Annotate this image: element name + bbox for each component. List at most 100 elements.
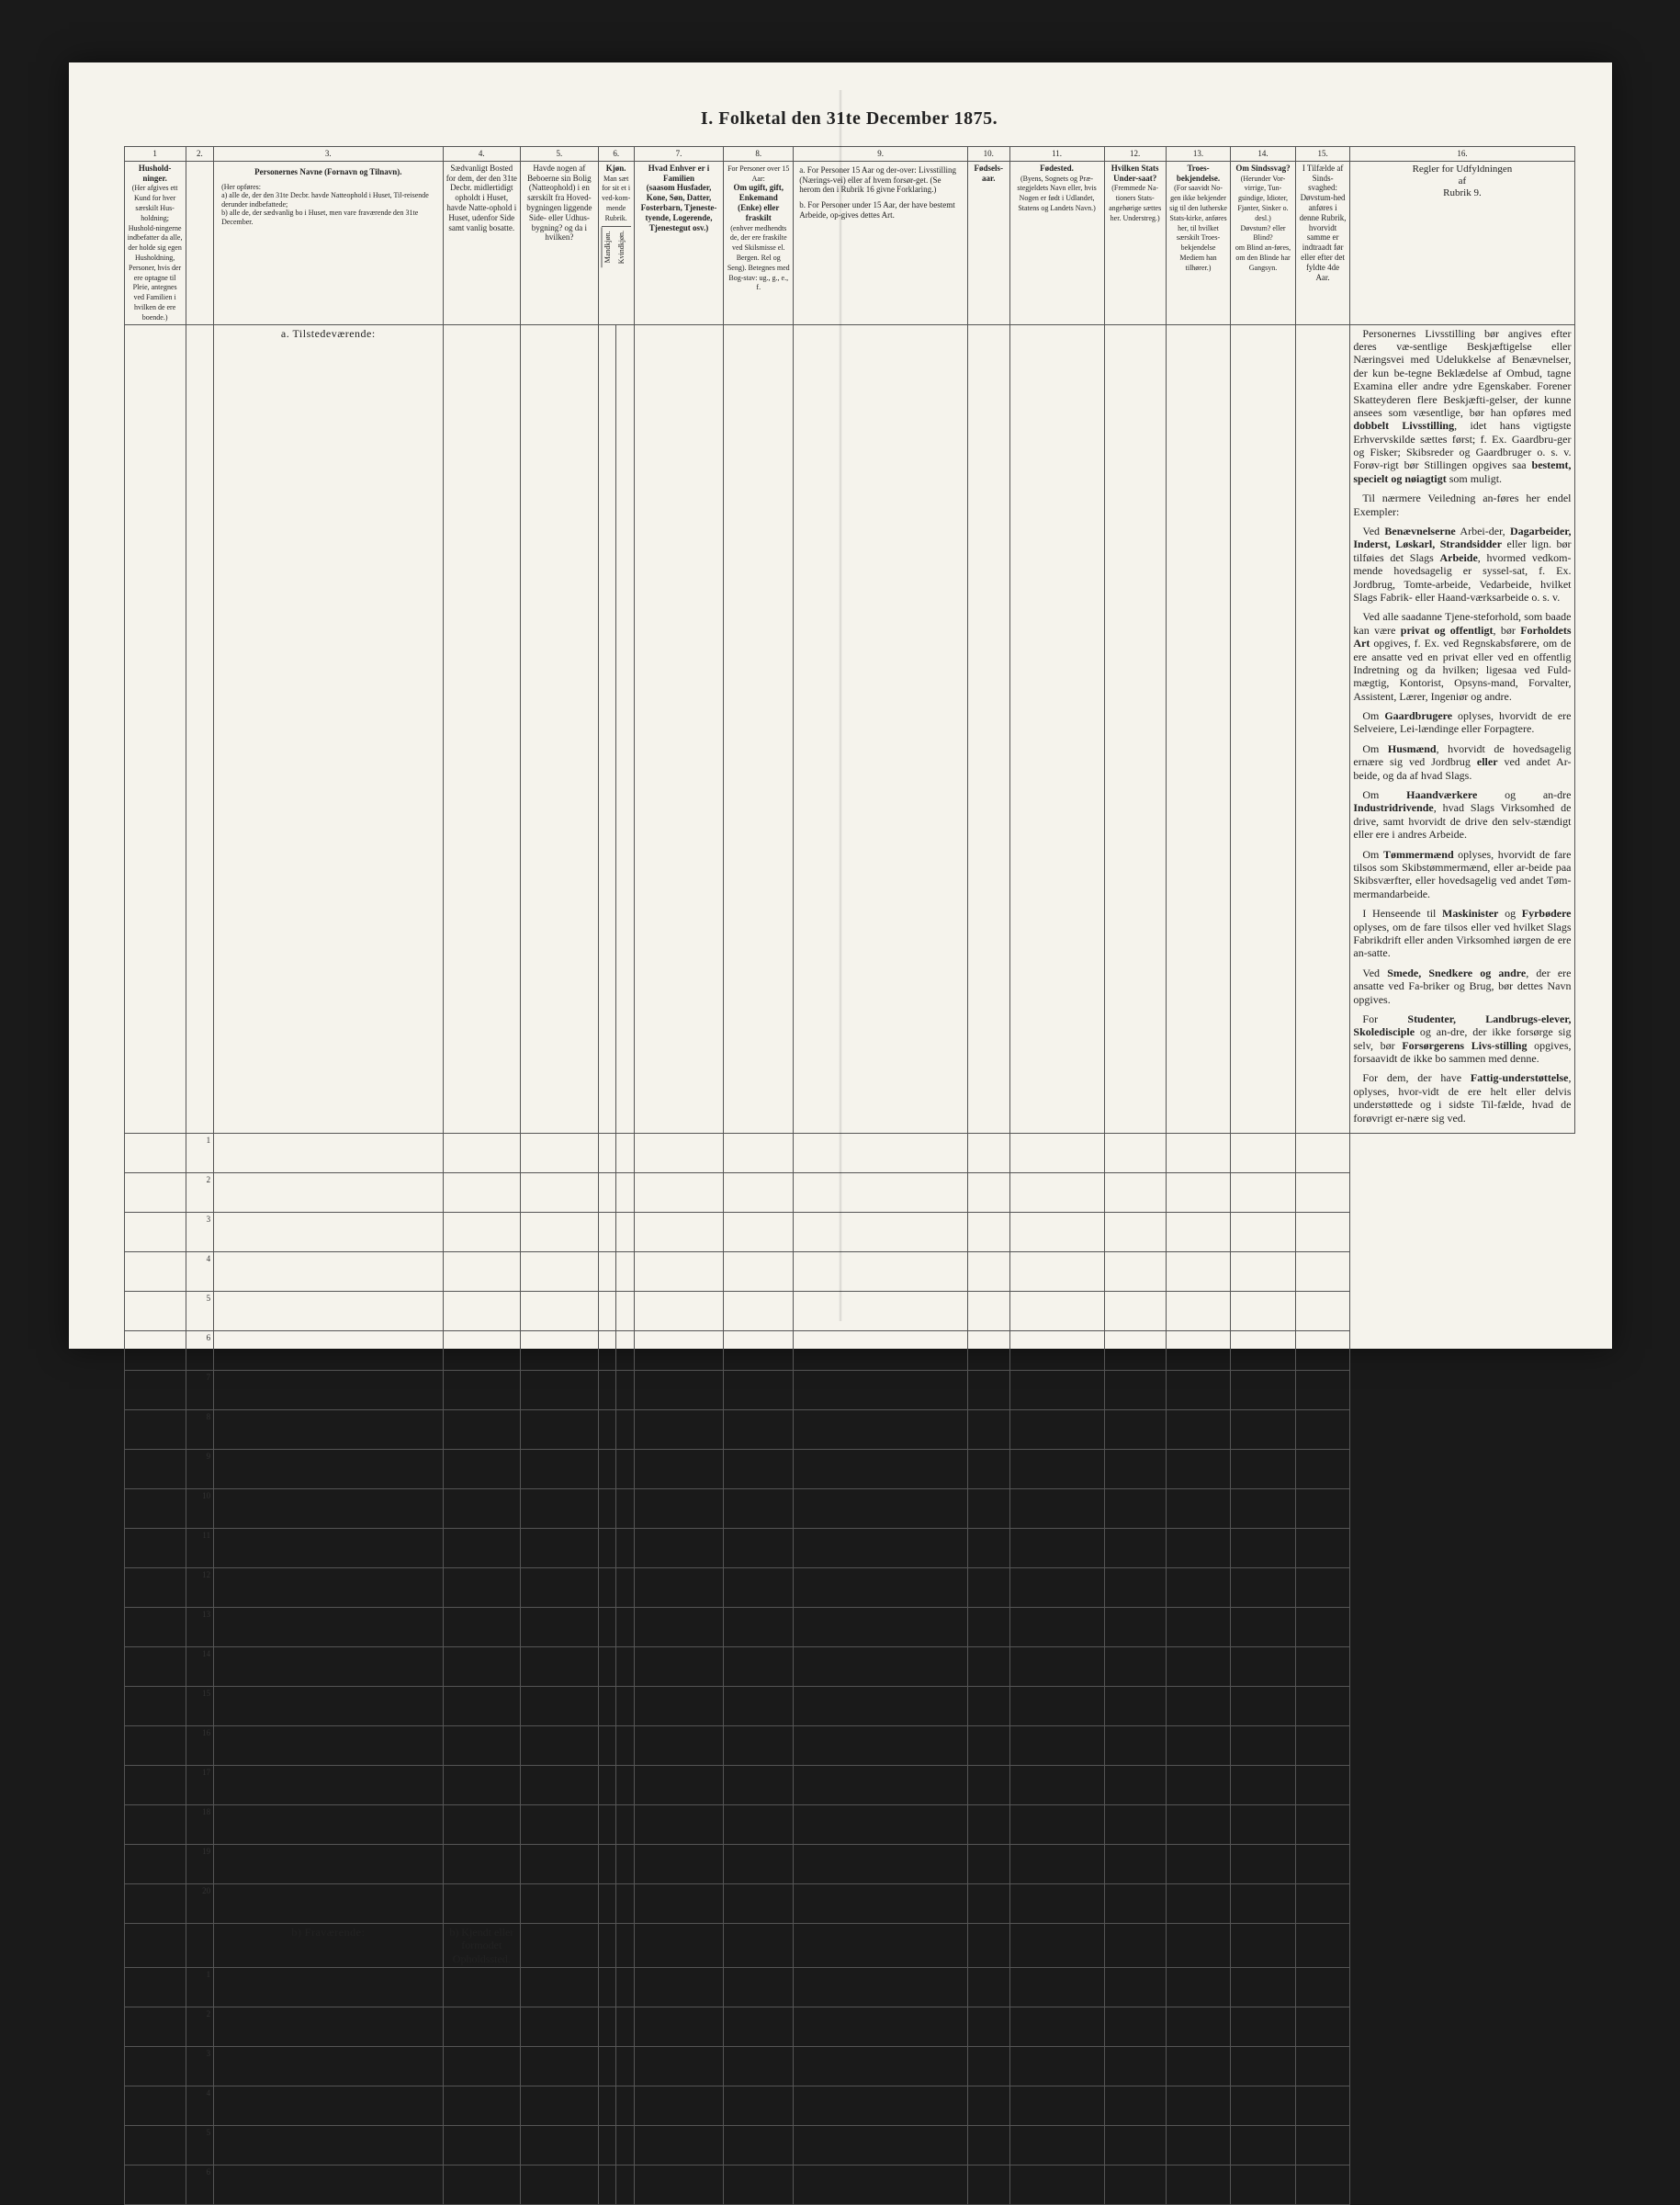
colnum-11: 11. [1009,147,1104,162]
table-row: 10 [124,1489,1574,1529]
hdr-names: Personernes Navne (Fornavn og Tilnavn). … [214,161,443,324]
row-number: 5 [186,2126,213,2165]
section-a-row: a. Tilstedeværende: Personernes Livsstil… [124,324,1574,1133]
rules-paragraph: Om Husmænd, hvorvidt de hovedsagelig ern… [1353,742,1571,782]
hdr-c1-title: Hushold- ninger. [139,164,172,183]
table-row: 6 [124,2165,1574,2205]
section-b-col4: b) Kjendt eller formodet Opholdssted. [443,1924,521,1968]
colnum-14: 14. [1231,147,1295,162]
hdr-c8-top: For Personer over 15 Aar: [727,164,789,183]
table-row: 17 [124,1766,1574,1805]
census-form-table: 1 2. 3. 4. 5. 6. 7. 8. 9. 10. 11. 12. 13… [124,146,1575,2205]
row-number: 8 [186,1410,213,1450]
rules-paragraph: For Studenter, Landbrugs-elever, Skoledi… [1353,1012,1571,1066]
hdr-c11-sub: (Byens, Sognets og Præ-stegjeldets Navn … [1017,175,1096,212]
colnum-15: 15. [1295,147,1350,162]
row-number: 5 [186,1292,213,1331]
table-row: 20 [124,1884,1574,1924]
section-b-row: b) Fraværende: b) Kjendt eller formodet … [124,1924,1574,1968]
row-number: 18 [186,1805,213,1845]
hdr-c16-title: Regler for Udfyldningen af Rubrik 9. [1353,164,1571,200]
colnum-4: 4. [443,147,521,162]
table-row: 12 [124,1568,1574,1608]
row-number: 20 [186,1884,213,1924]
colnum-3: 3. [214,147,443,162]
table-row: 2 [124,2007,1574,2047]
rules-column: Personernes Livsstilling bør angives eft… [1350,324,1574,1133]
hdr-c3-sub: (Her opføres: a) alle de, der den 31te D… [221,183,434,227]
hdr-c9b: b. For Personer under 15 Aar, der have b… [799,200,962,220]
hdr-rownum [186,161,213,324]
row-number: 2 [186,1173,213,1213]
table-row: 2 [124,1173,1574,1213]
column-number-row: 1 2. 3. 4. 5. 6. 7. 8. 9. 10. 11. 12. 13… [124,147,1574,162]
hdr-c6-sub: Man sæt for sit et i ved-kom-mende Rubri… [602,175,630,222]
colnum-10: 10. [967,147,1009,162]
colnum-16: 16. [1350,147,1574,162]
row-number: 1 [186,1134,213,1173]
hdr-c8-sub: (enhver medhendts de, der ere fraskilte … [727,224,790,292]
colnum-12: 12. [1104,147,1166,162]
section-a-c2 [186,324,213,1133]
rules-paragraph: Ved Smede, Snedkere og andre, der ere an… [1353,967,1571,1006]
hdr-c11-title: Fødested. [1040,164,1074,173]
table-row: 8 [124,1410,1574,1450]
row-number: 13 [186,1608,213,1647]
hdr-c7-txt: Hvad Enhver er i Familien (saasom Husfad… [641,164,717,232]
hdr-c3-title: Personernes Navne (Fornavn og Tilnavn). [254,167,401,176]
table-row: 4 [124,2086,1574,2126]
row-number: 19 [186,1845,213,1884]
table-row: 9 [124,1450,1574,1489]
table-row: 18 [124,1805,1574,1845]
colnum-7: 7. [634,147,724,162]
rows-absent: 123456 [124,1968,1574,2205]
table-row: 1 [124,1968,1574,2007]
table-row: 1 [124,1134,1574,1173]
row-number: 6 [186,2165,213,2205]
row-number: 14 [186,1647,213,1687]
row-number: 2 [186,2007,213,2047]
hdr-c4: Sædvanligt Bosted for dem, der den 31te … [443,161,521,324]
hdr-c13: Troes-bekjendelse. (For saavidt No-gen i… [1166,161,1230,324]
section-b-label: b) Fraværende: [214,1924,443,1968]
hdr-c6: Kjøn. Man sæt for sit et i ved-kom-mende… [598,161,634,324]
row-number: 3 [186,1213,213,1252]
table-row: 11 [124,1529,1574,1568]
row-number: 4 [186,2086,213,2126]
row-number: 11 [186,1529,213,1568]
table-row: 5 [124,1292,1574,1331]
hdr-c6a: Mandkjøn. [602,227,617,267]
rules-paragraph: Personernes Livsstilling bør angives eft… [1353,327,1571,486]
hdr-c14-title: Om Sindssvag? [1235,164,1290,173]
hdr-c11: Fødested. (Byens, Sognets og Præ-stegjel… [1009,161,1104,324]
colnum-2: 2. [186,147,213,162]
row-number: 4 [186,1252,213,1292]
table-row: 19 [124,1845,1574,1884]
hdr-c9a: a. For Personer 15 Aar og der-over: Livs… [799,165,962,195]
table-row: 4 [124,1252,1574,1292]
row-number: 6 [186,1331,213,1371]
row-number: 1 [186,1968,213,2007]
hdr-c12: Hvilken Stats Under-saat? (Fremmede Na-t… [1104,161,1166,324]
rules-paragraph: Om Tømmermænd oplyses, hvorvidt de fare … [1353,848,1571,901]
section-a-c1 [124,324,186,1133]
table-row: 3 [124,2047,1574,2086]
colnum-5: 5. [521,147,599,162]
table-row: 5 [124,2126,1574,2165]
hdr-c6-title: Kjøn. [606,164,626,173]
table-row: 16 [124,1726,1574,1766]
hdr-c8-title: Om ugift, gift, Enkemand (Enke) eller fr… [734,183,784,221]
row-number: 16 [186,1726,213,1766]
hdr-c13-sub: (For saavidt No-gen ikke bekjender sig t… [1169,184,1227,271]
hdr-c5: Havde nogen af Beboerne sin Bolig (Natte… [521,161,599,324]
rules-paragraph: Om Gaardbrugere oplyses, hvorvidt de ere… [1353,709,1571,736]
row-number: 9 [186,1450,213,1489]
rules-paragraph: I Henseende til Maskinister og Fyrbødere… [1353,907,1571,960]
hdr-c10-txt: Fødsels-aar. [975,164,1004,183]
hdr-c13-title: Troes-bekjendelse. [1177,164,1220,183]
colnum-6: 6. [598,147,634,162]
document-page: I. Folketal den 31te December 1875. [69,62,1612,1349]
hdr-c8: For Personer over 15 Aar: Om ugift, gift… [724,161,794,324]
row-number: 17 [186,1766,213,1805]
table-row: 7 [124,1371,1574,1410]
